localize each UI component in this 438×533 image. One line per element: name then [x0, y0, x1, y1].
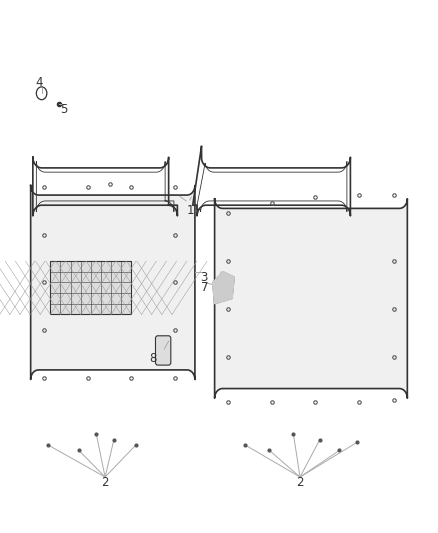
Text: 2: 2 [101, 476, 109, 489]
Polygon shape [31, 185, 195, 379]
Polygon shape [215, 199, 407, 398]
Text: 5: 5 [60, 103, 67, 116]
Text: 7: 7 [201, 281, 209, 294]
Text: 1: 1 [187, 204, 194, 217]
Text: 2: 2 [296, 476, 304, 489]
Text: 8: 8 [150, 352, 157, 365]
Polygon shape [212, 272, 234, 304]
Text: 6: 6 [221, 279, 229, 292]
FancyBboxPatch shape [155, 336, 171, 365]
Text: 4: 4 [35, 76, 43, 89]
Bar [50, 261, 131, 314]
Text: 3: 3 [200, 271, 207, 284]
